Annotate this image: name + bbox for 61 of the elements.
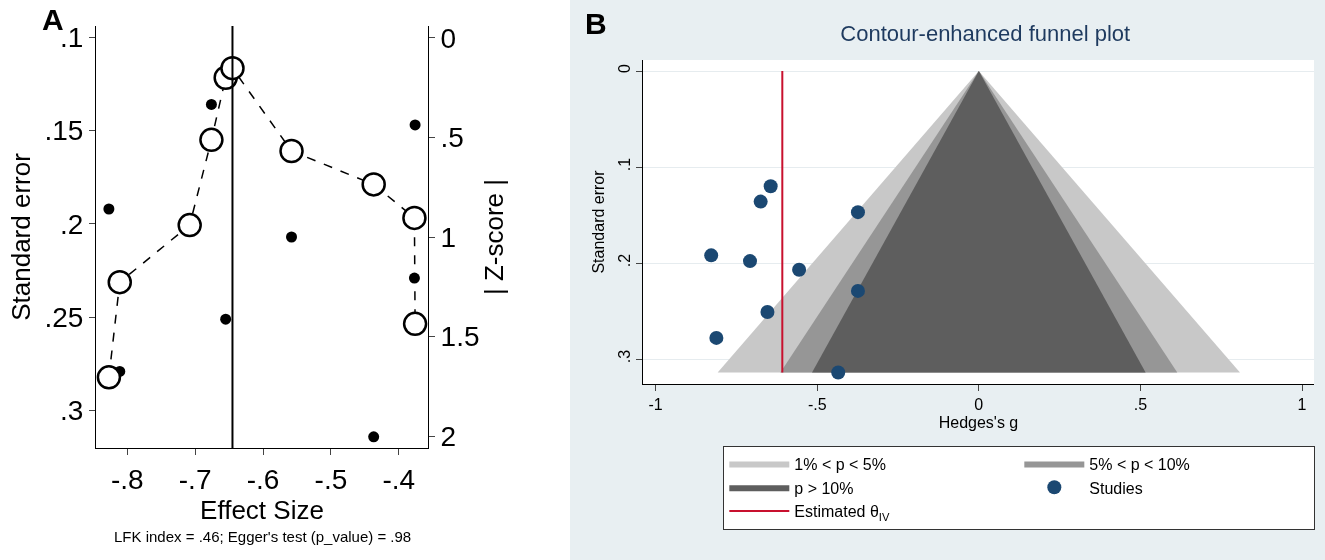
point <box>220 313 232 325</box>
x-tick-label: -.4 <box>382 463 416 495</box>
point <box>709 330 724 345</box>
x-axis-title: Effect Size <box>200 494 324 525</box>
text: B <box>585 7 607 40</box>
point <box>286 231 298 243</box>
y2-tick-label: 2 <box>440 420 457 452</box>
legend-label: Estimated θ$_{IV}$ <box>794 503 890 523</box>
y2-axis-title: | Z-score | <box>479 178 510 296</box>
x-tick-label: -.5 <box>314 463 348 495</box>
x-tick-label: -.8 <box>110 463 144 495</box>
point <box>850 283 865 298</box>
point <box>107 269 133 295</box>
point <box>760 305 775 319</box>
y-axis-title: Standard error <box>590 169 608 274</box>
y2-tick-label: 1.5 <box>440 321 480 353</box>
y-tick-label: .1 <box>615 157 633 172</box>
point <box>205 98 217 110</box>
point <box>199 127 224 153</box>
y-tick-label: .2 <box>615 253 633 268</box>
point <box>831 365 846 380</box>
point <box>279 138 304 164</box>
point <box>753 194 768 209</box>
x-tick-label: -1 <box>648 396 663 414</box>
y2-tick-label: .5 <box>440 122 464 154</box>
point <box>763 179 778 194</box>
legend-label: 5% < p < 10% <box>1089 455 1190 473</box>
x-tick-label: -.6 <box>246 463 280 495</box>
point <box>96 365 122 390</box>
point <box>361 172 386 197</box>
x-axis-title: Hedges's g <box>938 413 1019 431</box>
x-tick-label: .5 <box>1133 396 1148 414</box>
y-tick-label: .3 <box>60 395 84 427</box>
y2-tick-label: 1 <box>440 221 457 253</box>
point <box>177 212 202 238</box>
y-tick-label: .25 <box>44 302 84 334</box>
y-tick-label: 0 <box>615 64 633 74</box>
y-tick-label: .3 <box>615 349 633 364</box>
point <box>743 254 757 269</box>
x-tick-label: -.5 <box>807 396 827 414</box>
point <box>402 311 428 337</box>
point <box>402 205 427 231</box>
y-axis-title: Standard error <box>5 152 36 321</box>
legend-label: p > 10% <box>794 479 854 497</box>
point <box>409 119 421 131</box>
point <box>103 203 115 215</box>
y2-tick-label: 0 <box>440 22 457 54</box>
x-tick-label: 1 <box>1297 396 1307 414</box>
text: A <box>42 3 64 36</box>
x-tick-label: 0 <box>974 396 984 414</box>
y-tick-label: .15 <box>44 115 84 147</box>
y-tick-label: .2 <box>60 208 84 240</box>
legend-label: 1% < p < 5% <box>794 455 886 473</box>
legend-label: Studies <box>1089 479 1143 497</box>
point <box>850 205 865 220</box>
chart-title: Contour-enhanced funnel plot <box>840 20 1131 46</box>
text: LFK index = .46; Egger's test (p_value) = .98 <box>114 528 412 545</box>
point <box>792 262 807 277</box>
point <box>368 431 380 443</box>
point <box>704 248 719 263</box>
x-tick-label: -.7 <box>178 463 212 495</box>
